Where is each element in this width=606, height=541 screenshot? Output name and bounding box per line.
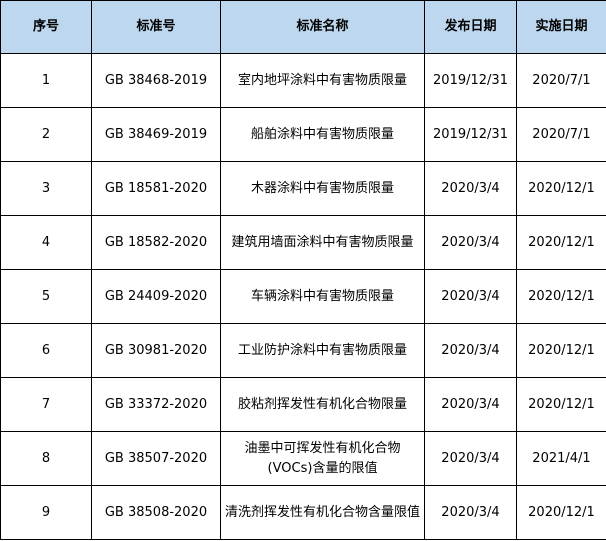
cell-publish-date: 2020/3/4 [424,323,517,378]
table-row: 2 GB 38469-2019 船舶涂料中有害物质限量 2019/12/31 2020/… [0,107,606,162]
cell-standard-name: 工业防护涂料中有害物质限量 [220,323,425,378]
cell-standard-code: GB 30981-2020 [91,323,221,378]
table-row: 1 GB 38468-2019 室内地坪涂料中有害物质限量 2019/12/31 202… [0,53,606,108]
header-row: 序号 标准号 标准名称 发布日期 实施日期 [0,0,606,54]
cell-publish-date: 2020/3/4 [424,269,517,324]
cell-standard-name: 建筑用墙面涂料中有害物质限量 [220,215,425,270]
cell-effective-date: 2020/7/1 [516,107,606,162]
cell-no: 1 [0,53,92,108]
table-row: 5 GB 24409-2020 车辆涂料中有害物质限量 2020/3/4 2020/12… [0,269,606,324]
cell-effective-date: 2020/12/1 [516,377,606,432]
cell-standard-code: GB 33372-2020 [91,377,221,432]
table-row: 7 GB 33372-2020 胶粘剂挥发性有机化合物限量 2020/3/4 2020/… [0,377,606,432]
cell-no: 5 [0,269,92,324]
cell-no: 3 [0,161,92,216]
cell-standard-code: GB 38508-2020 [91,485,221,540]
cell-no: 4 [0,215,92,270]
cell-publish-date: 2019/12/31 [424,107,517,162]
cell-standard-name: 清洗剂挥发性有机化合物含量限值 [220,485,425,540]
table-row: 6 GB 30981-2020 工业防护涂料中有害物质限量 2020/3/4 2020/… [0,323,606,378]
table-row: 4 GB 18582-2020 建筑用墙面涂料中有害物质限量 2020/3/4 2020… [0,215,606,270]
table-row: 8 GB 38507-2020 油墨中可挥发性有机化合物(VOCs)含量的限值 202… [0,431,606,486]
cell-publish-date: 2020/3/4 [424,377,517,432]
cell-standard-name: 油墨中可挥发性有机化合物(VOCs)含量的限值 [220,431,425,486]
cell-publish-date: 2020/3/4 [424,215,517,270]
cell-standard-code: GB 24409-2020 [91,269,221,324]
cell-standard-name: 室内地坪涂料中有害物质限量 [220,53,425,108]
table-row: 3 GB 18581-2020 木器涂料中有害物质限量 2020/3/4 2020/12… [0,161,606,216]
header-name: 标准名称 [220,0,425,54]
cell-no: 9 [0,485,92,540]
cell-effective-date: 2020/12/1 [516,161,606,216]
cell-effective-date: 2020/12/1 [516,215,606,270]
cell-no: 2 [0,107,92,162]
cell-standard-name: 船舶涂料中有害物质限量 [220,107,425,162]
cell-standard-code: GB 38507-2020 [91,431,221,486]
cell-publish-date: 2020/3/4 [424,485,517,540]
cell-publish-date: 2020/3/4 [424,431,517,486]
cell-no: 7 [0,377,92,432]
cell-effective-date: 2020/12/1 [516,269,606,324]
header-publish-date: 发布日期 [424,0,517,54]
cell-standard-code: GB 38469-2019 [91,107,221,162]
cell-standard-name: 木器涂料中有害物质限量 [220,161,425,216]
cell-standard-name: 车辆涂料中有害物质限量 [220,269,425,324]
cell-effective-date: 2020/7/1 [516,53,606,108]
cell-effective-date: 2020/12/1 [516,323,606,378]
header-effective-date: 实施日期 [516,0,606,54]
cell-standard-name: 胶粘剂挥发性有机化合物限量 [220,377,425,432]
cell-publish-date: 2020/3/4 [424,161,517,216]
cell-effective-date: 2021/4/1 [516,431,606,486]
header-code: 标准号 [91,0,221,54]
cell-effective-date: 2020/12/1 [516,485,606,540]
cell-no: 8 [0,431,92,486]
header-no: 序号 [0,0,92,54]
cell-publish-date: 2019/12/31 [424,53,517,108]
cell-standard-code: GB 18581-2020 [91,161,221,216]
cell-standard-code: GB 38468-2019 [91,53,221,108]
cell-no: 6 [0,323,92,378]
table-row: 9 GB 38508-2020 清洗剂挥发性有机化合物含量限值 2020/3/4 202… [0,485,606,540]
cell-standard-code: GB 18582-2020 [91,215,221,270]
